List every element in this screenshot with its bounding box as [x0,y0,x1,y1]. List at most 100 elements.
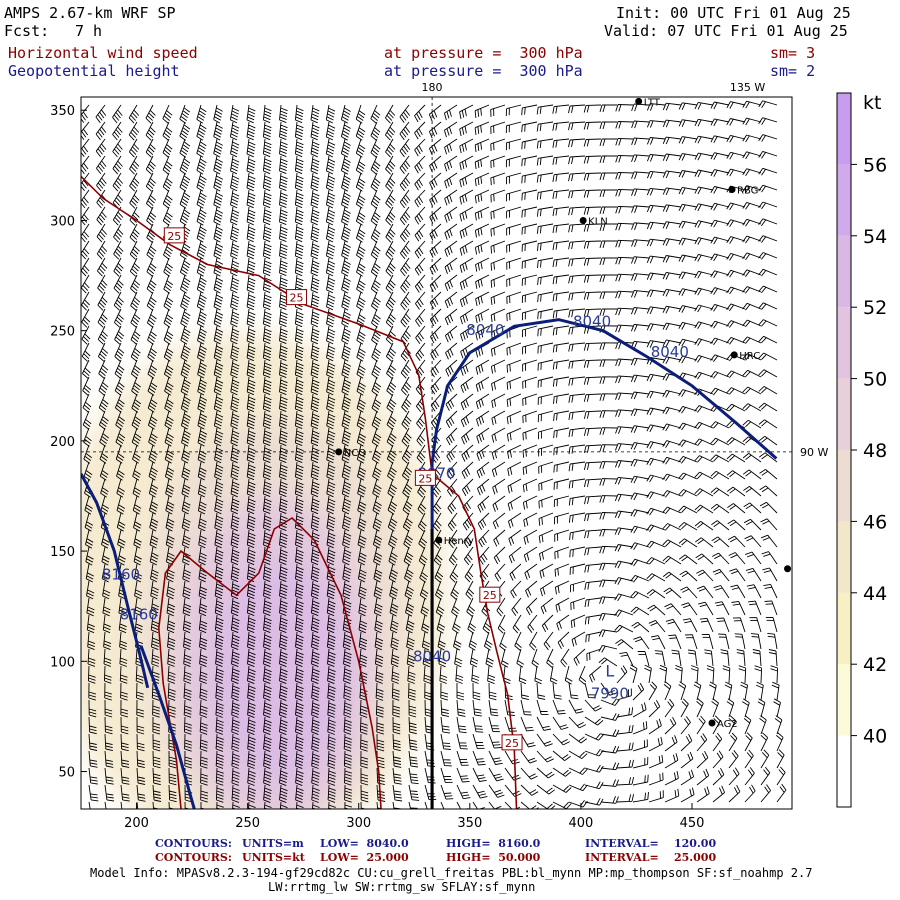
wind-barb-711 [344,767,352,786]
station-dot-HRC [730,351,738,359]
wind-barb-1245 [539,563,554,579]
wind-barb-662 [327,648,336,668]
wind-barb-512 [279,240,288,260]
wind-barb-1434 [615,205,634,214]
wind-barb-1790 [744,535,762,548]
wind-barb-691 [341,427,352,447]
wind-barb-1216 [536,784,556,795]
wind-barb-1015 [459,223,474,239]
wind-barb-1391 [599,189,618,198]
wind-barb-1236 [537,410,554,423]
wind-barb-1271 [552,291,570,302]
wind-barb-1381 [600,729,620,737]
wind-barb-725 [356,291,366,311]
wind-barb-967 [443,121,458,138]
wind-barb-1731 [726,252,746,261]
wind-barb-1645 [694,220,714,228]
wind-barb-1043 [472,699,482,717]
wind-barb-1116 [492,512,506,530]
wind-barb-516 [279,308,288,328]
wind-barb-416 [231,750,240,769]
wind-barb-1221 [536,155,554,166]
wind-barb-817 [386,427,397,447]
station-label-HRC: HRC [739,351,760,362]
wind-barb-748 [359,682,368,701]
wind-barb-376 [215,784,224,803]
wind-barb-1518 [646,204,666,213]
wind-barb-1202 [523,546,538,563]
wind-barb-28 [86,580,95,600]
wind-barb-618 [310,614,320,634]
wind-barb-1792 [745,567,762,582]
wind-barb-836 [392,750,402,768]
wind-barb-600 [310,308,320,328]
wind-barb-501 [263,767,272,787]
wind-barb-1605 [678,254,698,263]
wind-barb-1823 [758,386,778,395]
wind-barb-240 [166,614,176,634]
wind-barb-1803 [760,749,770,769]
wind-barb-1836 [764,600,778,616]
wind-barb-308 [197,342,207,362]
height-label-2: 8040 [651,343,689,361]
wind-barb-1489 [630,425,650,433]
wind-barb-1676 [712,732,723,752]
wind-barb-42 [95,104,107,124]
wind-barb-675 [340,155,351,175]
wind-barb-1683 [710,152,730,160]
wind-barb-1452 [614,510,634,519]
wind-barb-880 [408,784,420,801]
wind-barb-995 [451,597,460,617]
colorbar-segment-7 [837,235,851,308]
wind-barb-41 [88,801,91,809]
wind-barb-932 [429,240,442,258]
wind-barb-791 [375,699,384,718]
wind-barb-765 [370,257,381,277]
wind-barb-1339 [584,733,604,741]
wind-barb-523 [279,427,288,447]
wind-barb-543 [279,767,288,787]
wind-barb-21 [83,461,93,481]
wind-barb-38 [88,750,98,768]
wind-barb-1298 [568,750,588,759]
wind-barb-26 [85,546,94,566]
wind-barb-885 [414,155,426,174]
wind-barb-1035 [464,563,474,583]
wind-barb-1037 [466,597,475,617]
wind-barb-1375 [585,631,602,643]
wind-barb-460 [247,784,256,803]
wind-barb-389 [230,291,240,311]
wind-barb-179 [146,291,157,311]
wind-barb-1295 [568,699,584,714]
wind-barb-1691 [710,287,730,295]
wind-barb-1488 [630,408,650,417]
wind-barb-834 [392,716,401,735]
wind-barb-844 [399,172,411,192]
wind-barb-1771 [742,218,762,227]
wind-barb-1058 [474,240,490,255]
wind-barb-1250 [546,648,554,668]
wind-barb-1814 [758,235,778,243]
wind-barb-79 [104,733,113,752]
wind-barb-1813 [758,218,778,227]
wind-barb-1203 [524,563,538,580]
valid-time: Valid: 07 UTC Fri 01 Aug 25 [604,22,848,40]
wind-barb-948 [432,512,442,532]
wind-barb-882 [414,104,426,123]
wind-barb-670 [327,784,336,803]
plot-frame [80,96,793,810]
wind-barb-795 [376,767,385,786]
wind-barb-1081 [483,631,493,651]
wind-barb-3 [81,155,90,175]
wind-barb-378 [229,104,240,124]
wind-barb-1048 [472,784,488,799]
height-contour-8160-1 [81,473,150,689]
wind-barb-766 [370,274,381,294]
wind-barb-1673 [709,681,717,701]
wind-barb-1756 [738,665,747,684]
wind-barb-369 [215,665,224,685]
wind-barb-80 [104,750,114,768]
wind-barb-14 [81,342,91,362]
wind-barb-1752 [731,600,746,616]
wind-barb-1309 [568,223,586,233]
